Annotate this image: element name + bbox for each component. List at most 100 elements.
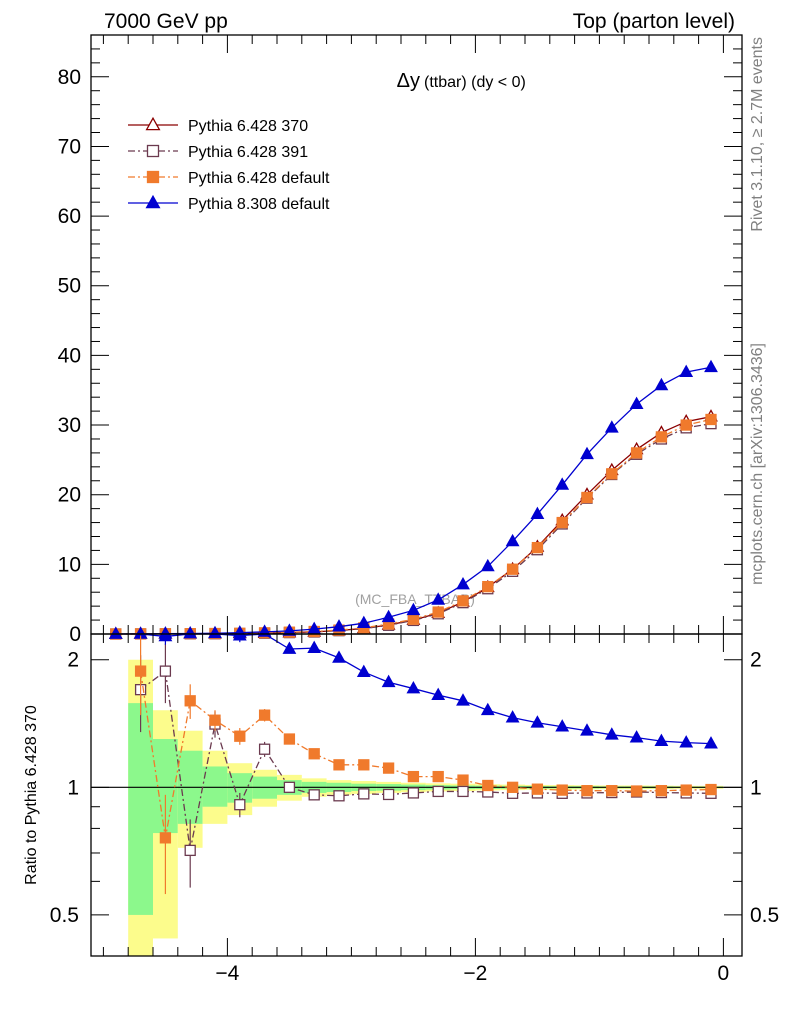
data-point bbox=[555, 719, 570, 732]
data-point bbox=[505, 710, 520, 723]
data-point bbox=[258, 743, 271, 755]
data-point bbox=[654, 377, 669, 391]
data-point bbox=[505, 533, 520, 547]
data-point bbox=[704, 359, 718, 373]
legend: Pythia 6.428 370 Pythia 6.428 391 Pythia 6… bbox=[128, 116, 330, 213]
data-point bbox=[258, 709, 271, 721]
data-point bbox=[457, 595, 469, 607]
data-point bbox=[382, 762, 395, 774]
data-point bbox=[480, 702, 495, 716]
data-point bbox=[480, 558, 495, 572]
data-point bbox=[457, 774, 469, 786]
data-point bbox=[134, 665, 147, 677]
data-point bbox=[333, 790, 345, 802]
ratio-series-2 bbox=[140, 628, 718, 749]
data-point bbox=[146, 144, 160, 158]
data-point bbox=[381, 674, 396, 688]
green-band-bin bbox=[202, 766, 228, 807]
data-point bbox=[308, 789, 320, 801]
y-tick-label: 70 bbox=[58, 135, 81, 158]
data-point bbox=[630, 447, 643, 459]
green-band-bin bbox=[128, 703, 153, 915]
data-point bbox=[307, 621, 322, 634]
data-point bbox=[432, 770, 444, 783]
data-point bbox=[530, 715, 545, 728]
data-point bbox=[159, 832, 172, 844]
data-point bbox=[705, 413, 717, 426]
data-point bbox=[457, 785, 469, 798]
y-tick-label: 80 bbox=[58, 66, 81, 89]
y-tick-label: 50 bbox=[58, 275, 81, 298]
data-point bbox=[606, 785, 618, 797]
data-point bbox=[183, 625, 198, 639]
rivet-label: Rivet 3.1.10, ≥ 2.7M events bbox=[749, 37, 766, 232]
data-point bbox=[332, 619, 346, 632]
data-point bbox=[108, 626, 123, 639]
data-point bbox=[629, 396, 644, 410]
data-point bbox=[679, 364, 694, 377]
y-tick-label: 0.5 bbox=[50, 904, 79, 927]
data-point bbox=[629, 730, 644, 743]
data-point bbox=[307, 640, 322, 653]
data-point bbox=[555, 477, 570, 490]
data-point bbox=[654, 733, 669, 747]
data-point bbox=[283, 781, 296, 793]
x-tick-label: 0 bbox=[718, 962, 730, 985]
data-point bbox=[406, 681, 421, 694]
data-point bbox=[234, 730, 246, 742]
y-tick-label: 2 bbox=[67, 649, 79, 672]
data-point bbox=[630, 785, 643, 797]
header-right: Top (parton level) bbox=[573, 10, 735, 33]
data-point bbox=[159, 665, 172, 677]
data-point bbox=[704, 736, 718, 749]
data-point bbox=[145, 194, 161, 209]
header-left: 7000 GeV pp bbox=[104, 10, 228, 33]
x-tick-label: −2 bbox=[463, 962, 487, 985]
data-point bbox=[506, 563, 519, 575]
legend-label: Pythia 6.428 default bbox=[188, 170, 330, 187]
data-point bbox=[531, 783, 544, 795]
plot-title-main: Δy bbox=[397, 70, 420, 92]
data-point bbox=[680, 784, 692, 796]
ratio-line bbox=[140, 633, 712, 745]
y-tick-label-right: 2 bbox=[750, 649, 762, 672]
data-point bbox=[556, 784, 568, 796]
y-tick-label-right: 0.5 bbox=[750, 904, 779, 927]
data-point bbox=[680, 419, 692, 431]
data-point bbox=[580, 446, 594, 460]
y-tick-label: 0 bbox=[69, 623, 81, 646]
data-point bbox=[482, 580, 494, 593]
ratio-frame bbox=[90, 633, 743, 957]
y-tick-label: 40 bbox=[58, 344, 81, 367]
data-point bbox=[407, 787, 420, 799]
data-point bbox=[530, 506, 545, 520]
ratio-ylabel: Ratio to Pythia 6.428 370 bbox=[23, 705, 40, 885]
y-tick-label: 20 bbox=[58, 484, 81, 507]
data-point bbox=[705, 783, 717, 796]
y-tick-label: 30 bbox=[58, 414, 81, 437]
data-point bbox=[356, 615, 371, 629]
data-point bbox=[679, 735, 694, 748]
data-point bbox=[432, 606, 444, 618]
data-point bbox=[456, 577, 470, 590]
x-tick-label: −4 bbox=[215, 962, 239, 985]
data-point bbox=[358, 759, 370, 771]
data-point bbox=[283, 733, 296, 745]
data-point bbox=[581, 785, 593, 797]
data-point bbox=[431, 687, 446, 700]
data-point bbox=[282, 641, 297, 654]
data-point bbox=[581, 491, 593, 504]
data-point bbox=[407, 613, 420, 625]
data-point bbox=[145, 116, 161, 131]
data-point bbox=[655, 785, 668, 797]
data-point bbox=[158, 628, 173, 642]
data-point bbox=[382, 788, 395, 801]
mcplots-label: mcplots.cern.ch [arXiv:1306.3436] bbox=[749, 343, 766, 585]
data-point bbox=[655, 431, 668, 443]
plot-title-sub: (ttbar) (dy < 0) bbox=[424, 74, 526, 91]
legend-label: Pythia 6.428 391 bbox=[188, 144, 308, 161]
data-point bbox=[184, 844, 196, 857]
data-point bbox=[332, 650, 346, 663]
data-point bbox=[482, 779, 494, 792]
